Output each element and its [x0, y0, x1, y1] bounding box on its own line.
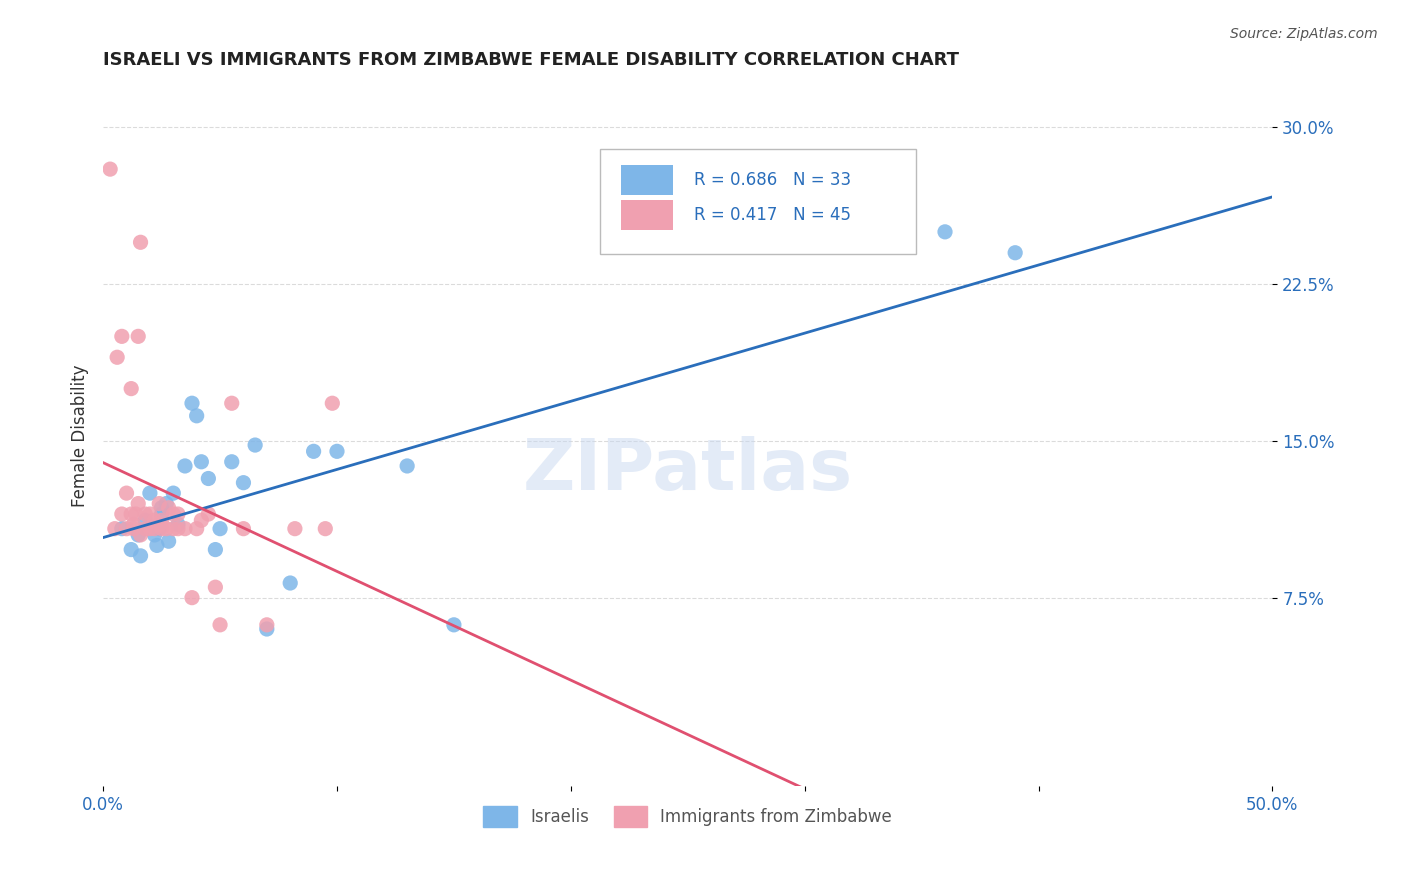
Point: [181, 591, 204, 605]
Point: [167, 517, 190, 532]
Point: [115, 486, 138, 500]
Point: [129, 235, 152, 250]
Point: [243, 438, 266, 452]
Point: [232, 522, 254, 536]
Point: [284, 522, 307, 536]
Point: [162, 507, 184, 521]
Text: R = 0.417   N = 45: R = 0.417 N = 45: [693, 206, 851, 224]
Point: [143, 522, 166, 536]
Point: [143, 513, 166, 527]
Point: [127, 329, 149, 343]
Point: [197, 471, 219, 485]
Point: [111, 522, 134, 536]
Point: [321, 396, 343, 410]
Point: [396, 458, 419, 473]
Point: [209, 522, 232, 536]
Point: [139, 507, 162, 521]
Point: [122, 517, 145, 532]
Point: [143, 528, 166, 542]
Point: [221, 396, 243, 410]
Point: [98, 162, 121, 177]
Legend: Israelis, Immigrants from Zimbabwe: Israelis, Immigrants from Zimbabwe: [477, 800, 898, 833]
Point: [174, 458, 197, 473]
Point: [162, 486, 184, 500]
Point: [232, 475, 254, 490]
Point: [150, 513, 173, 527]
Point: [105, 351, 128, 365]
Point: [148, 522, 170, 536]
Point: [256, 617, 278, 632]
Point: [134, 522, 156, 536]
Point: [204, 580, 226, 594]
Point: [197, 507, 219, 521]
Point: [127, 497, 149, 511]
Point: [174, 522, 197, 536]
Point: [256, 622, 278, 636]
Point: [181, 396, 204, 410]
Point: [139, 486, 162, 500]
Point: [167, 507, 190, 521]
Point: [157, 500, 180, 515]
Point: [120, 542, 142, 557]
Point: [155, 522, 177, 536]
Point: [104, 522, 127, 536]
Point: [190, 513, 212, 527]
Point: [157, 534, 180, 549]
Point: [190, 455, 212, 469]
Point: [934, 225, 956, 239]
Point: [111, 507, 134, 521]
Point: [120, 507, 142, 521]
Point: [148, 517, 170, 532]
Point: [127, 528, 149, 542]
Point: [148, 497, 170, 511]
Point: [167, 522, 190, 536]
Point: [278, 576, 301, 591]
Point: [326, 444, 349, 458]
Text: R = 0.686   N = 33: R = 0.686 N = 33: [693, 171, 851, 189]
Point: [134, 507, 156, 521]
Point: [443, 617, 465, 632]
Point: [150, 522, 173, 536]
FancyBboxPatch shape: [621, 200, 672, 230]
Point: [186, 522, 208, 536]
Point: [120, 382, 142, 396]
Point: [111, 329, 134, 343]
Point: [1004, 245, 1026, 260]
Point: [122, 522, 145, 536]
Point: [129, 528, 152, 542]
Point: [115, 522, 138, 536]
Point: [302, 444, 325, 458]
FancyBboxPatch shape: [600, 149, 915, 253]
Point: [139, 522, 162, 536]
Text: ISRAELI VS IMMIGRANTS FROM ZIMBABWE FEMALE DISABILITY CORRELATION CHART: ISRAELI VS IMMIGRANTS FROM ZIMBABWE FEMA…: [103, 51, 959, 69]
FancyBboxPatch shape: [621, 165, 672, 195]
Point: [162, 522, 184, 536]
Y-axis label: Female Disability: Female Disability: [72, 365, 89, 507]
Point: [204, 542, 226, 557]
Point: [186, 409, 208, 423]
Point: [150, 507, 173, 521]
Point: [146, 538, 169, 552]
Point: [314, 522, 336, 536]
Point: [129, 549, 152, 563]
Point: [221, 455, 243, 469]
Point: [150, 500, 173, 515]
Point: [134, 513, 156, 527]
Point: [125, 507, 148, 521]
Point: [155, 497, 177, 511]
Text: Source: ZipAtlas.com: Source: ZipAtlas.com: [1230, 27, 1378, 41]
Point: [209, 617, 232, 632]
Text: ZIPatlas: ZIPatlas: [523, 436, 853, 505]
